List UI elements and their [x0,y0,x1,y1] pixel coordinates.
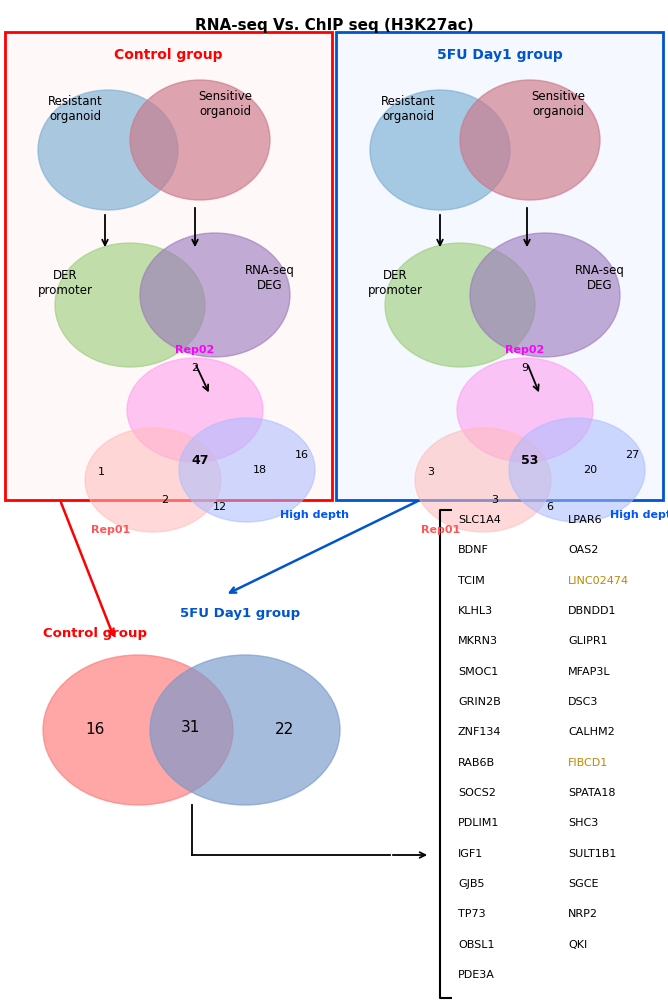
Text: OAS2: OAS2 [568,546,599,556]
Text: PDE3A: PDE3A [458,970,495,980]
Text: 5FU Day1 group: 5FU Day1 group [437,48,563,62]
Text: CALHM2: CALHM2 [568,728,615,738]
Ellipse shape [150,655,340,805]
Ellipse shape [460,80,600,200]
Text: SLC1A4: SLC1A4 [458,515,501,525]
Ellipse shape [179,418,315,522]
Text: TCIM: TCIM [458,576,485,586]
Text: 31: 31 [180,721,200,736]
Text: SULT1B1: SULT1B1 [568,848,617,858]
Text: High depth: High depth [281,510,349,520]
Text: 2: 2 [162,495,168,505]
Text: 6: 6 [546,502,554,512]
Text: DER
promoter: DER promoter [367,269,422,297]
Text: Control group: Control group [43,627,147,640]
Text: SPATA18: SPATA18 [568,788,615,798]
Text: GRIN2B: GRIN2B [458,696,501,707]
Text: SGCE: SGCE [568,878,599,888]
Text: 20: 20 [583,465,597,475]
Text: OBSL1: OBSL1 [458,940,494,950]
Text: RNA-seq Vs. ChIP seq (H3K27ac): RNA-seq Vs. ChIP seq (H3K27ac) [194,18,474,33]
Text: DER
promoter: DER promoter [37,269,92,297]
Text: Resistant
organoid: Resistant organoid [47,95,102,123]
Text: MKRN3: MKRN3 [458,636,498,646]
Text: 53: 53 [521,453,538,466]
Text: High depth: High depth [611,510,668,520]
Text: IGF1: IGF1 [458,848,483,858]
Text: Sensitive
organoid: Sensitive organoid [531,90,585,118]
Text: Rep02: Rep02 [506,345,544,355]
Text: 16: 16 [295,450,309,460]
Ellipse shape [85,428,221,532]
Text: 3: 3 [492,495,498,505]
Text: 27: 27 [625,450,639,460]
Text: 12: 12 [213,502,227,512]
Ellipse shape [370,90,510,210]
Text: Rep01: Rep01 [92,525,131,535]
Text: RNA-seq
DEG: RNA-seq DEG [245,264,295,292]
Text: TP73: TP73 [458,910,486,920]
Text: 5FU Day1 group: 5FU Day1 group [180,607,300,620]
Text: PDLIM1: PDLIM1 [458,818,500,828]
Text: 22: 22 [275,723,295,738]
Bar [336,32,663,500]
Text: SHC3: SHC3 [568,818,599,828]
Ellipse shape [385,243,535,367]
Ellipse shape [457,358,593,462]
Text: NRP2: NRP2 [568,910,598,920]
Text: Resistant
organoid: Resistant organoid [381,95,436,123]
Text: Sensitive
organoid: Sensitive organoid [198,90,252,118]
Text: 1: 1 [98,467,104,477]
Ellipse shape [127,358,263,462]
Ellipse shape [130,80,270,200]
Text: SOCS2: SOCS2 [458,788,496,798]
Ellipse shape [415,428,551,532]
Text: DSC3: DSC3 [568,696,599,707]
Text: GJB5: GJB5 [458,878,484,888]
Bar [5,32,332,500]
Text: 9: 9 [522,363,528,373]
Text: 2: 2 [192,363,198,373]
Ellipse shape [43,655,233,805]
Text: ZNF134: ZNF134 [458,728,502,738]
Text: Rep01: Rep01 [422,525,461,535]
Text: RNA-seq
DEG: RNA-seq DEG [575,264,625,292]
Text: DBNDD1: DBNDD1 [568,606,617,616]
Text: Rep02: Rep02 [176,345,214,355]
Text: 16: 16 [86,723,105,738]
Text: GLIPR1: GLIPR1 [568,636,608,646]
Text: MFAP3L: MFAP3L [568,666,611,676]
Ellipse shape [55,243,205,367]
Text: FIBCD1: FIBCD1 [568,758,609,768]
Text: LPAR6: LPAR6 [568,515,603,525]
Text: QKI: QKI [568,940,587,950]
Ellipse shape [38,90,178,210]
Text: 3: 3 [428,467,434,477]
Ellipse shape [470,233,620,357]
Ellipse shape [509,418,645,522]
Text: 18: 18 [253,465,267,475]
Text: RAB6B: RAB6B [458,758,495,768]
Ellipse shape [140,233,290,357]
Text: BDNF: BDNF [458,546,489,556]
Text: Control group: Control group [114,48,222,62]
Text: 47: 47 [191,453,208,466]
Text: KLHL3: KLHL3 [458,606,493,616]
Text: LINC02474: LINC02474 [568,576,629,586]
Text: SMOC1: SMOC1 [458,666,498,676]
